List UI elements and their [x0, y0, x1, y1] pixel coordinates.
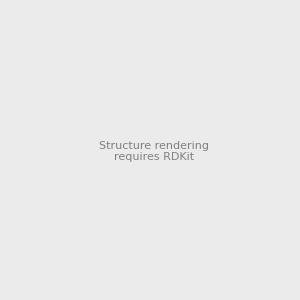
Text: Structure rendering
requires RDKit: Structure rendering requires RDKit	[99, 141, 209, 162]
